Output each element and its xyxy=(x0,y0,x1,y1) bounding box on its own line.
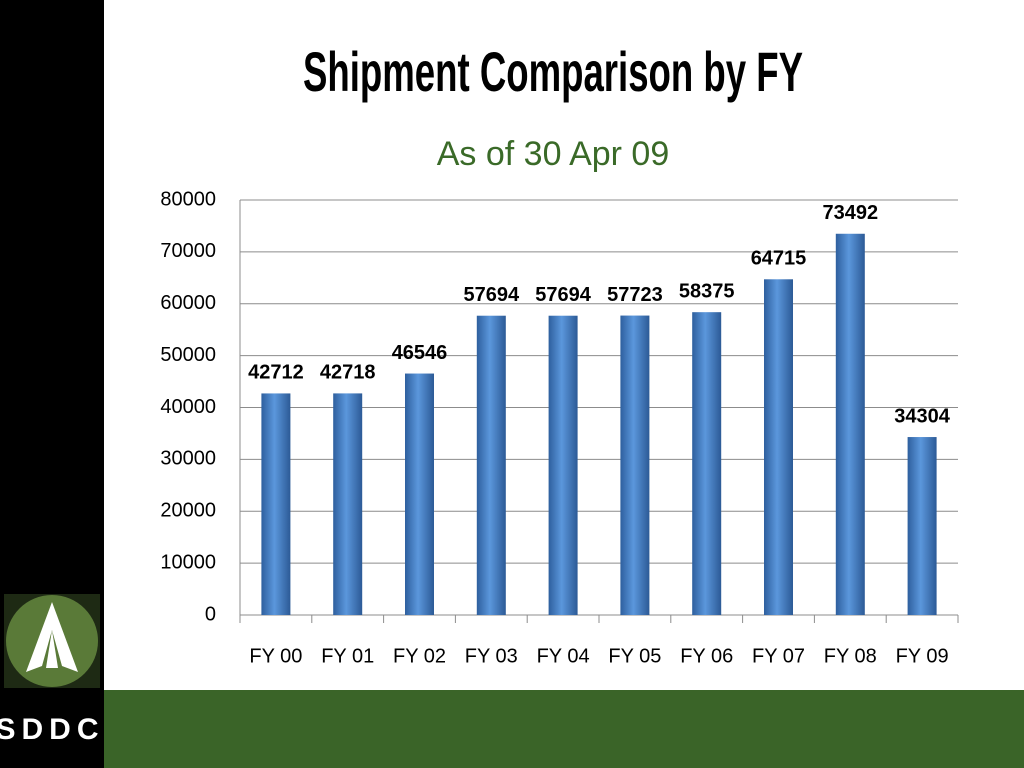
x-tick-label: FY 08 xyxy=(824,645,877,667)
bar xyxy=(476,315,506,615)
chart-subtitle: As of 30 Apr 09 xyxy=(437,135,670,173)
logo-text: SDDC xyxy=(0,713,105,746)
bar xyxy=(620,315,650,615)
x-tick-label: FY 00 xyxy=(249,645,302,667)
bar xyxy=(333,393,363,615)
data-label: 42712 xyxy=(248,362,304,384)
y-tick-label: 50000 xyxy=(160,344,216,366)
y-tick-label: 60000 xyxy=(160,292,216,314)
y-tick-label: 70000 xyxy=(160,240,216,262)
data-label: 34304 xyxy=(894,405,950,427)
bar xyxy=(405,373,434,615)
data-label: 64715 xyxy=(751,248,807,270)
y-tick-label: 20000 xyxy=(160,500,216,522)
footer-band xyxy=(104,690,1024,768)
logo-arrow-stem xyxy=(46,630,58,668)
data-label: 42718 xyxy=(320,362,376,384)
x-tick-label: FY 09 xyxy=(896,645,949,667)
logo-arrow xyxy=(26,602,78,672)
y-tick-label: 10000 xyxy=(160,551,216,573)
data-label: 73492 xyxy=(822,202,878,224)
y-tick-label: 40000 xyxy=(160,396,216,418)
y-tick-label: 0 xyxy=(205,603,216,625)
bar xyxy=(548,315,578,615)
y-tick-label: 30000 xyxy=(160,448,216,470)
bar xyxy=(835,233,865,615)
x-tick-label: FY 02 xyxy=(393,645,446,667)
bar xyxy=(261,393,291,615)
x-tick-label: FY 07 xyxy=(752,645,805,667)
data-label: 57694 xyxy=(535,284,591,306)
y-tick-label: 80000 xyxy=(160,188,216,210)
x-tick-label: FY 04 xyxy=(537,645,590,667)
plot-area: 0 10000 20000 30000 40000 50000 60000 70000 8000… xyxy=(160,188,959,667)
x-tick-label: FY 05 xyxy=(608,645,661,667)
data-label: 57694 xyxy=(463,284,519,306)
bar xyxy=(907,437,937,615)
x-tick-label: FY 01 xyxy=(321,645,374,667)
x-tick-label: FY 03 xyxy=(465,645,518,667)
bar xyxy=(764,279,793,615)
chart-title: Shipment Comparison by FY xyxy=(303,40,803,103)
data-label: 58375 xyxy=(679,280,735,302)
data-label: 46546 xyxy=(392,342,448,364)
data-label: 57723 xyxy=(607,284,663,306)
x-tick-label: FY 06 xyxy=(680,645,733,667)
bar xyxy=(692,312,722,615)
